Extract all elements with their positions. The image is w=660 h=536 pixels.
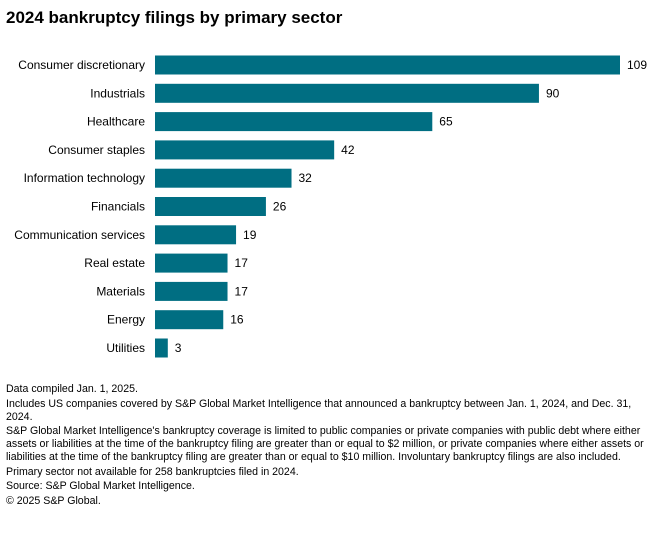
- category-label: Materials: [96, 284, 145, 298]
- chart-notes: Data compiled Jan. 1, 2025. Includes US …: [6, 383, 656, 509]
- category-label: Consumer discretionary: [18, 58, 145, 72]
- value-label: 17: [235, 284, 249, 298]
- value-label: 26: [273, 200, 287, 214]
- bar-healthcare: [155, 112, 433, 132]
- bar-materials: [155, 281, 228, 301]
- value-label: 65: [439, 115, 453, 129]
- category-label: Utilities: [106, 341, 145, 355]
- value-label: 3: [175, 341, 182, 355]
- note-compiled: Data compiled Jan. 1, 2025.: [6, 383, 138, 395]
- value-label: 19: [243, 228, 257, 242]
- bar-chart: Consumer discretionary 109 Industrials 90 He…: [14, 55, 647, 358]
- value-label: 42: [341, 143, 355, 157]
- category-label: Communication services: [14, 228, 145, 242]
- bar-industrials: [155, 83, 539, 103]
- bar-consumer-discretionary: [155, 55, 620, 75]
- note-copyright: © 2025 S&P Global.: [6, 494, 101, 507]
- category-label: Real estate: [84, 256, 145, 270]
- note-scope: Includes US companies covered by S&P Glo…: [6, 397, 632, 423]
- bar-information-technology: [155, 168, 292, 188]
- bar-consumer-staples: [155, 140, 335, 160]
- value-label: 109: [627, 58, 647, 72]
- category-label: Energy: [107, 313, 145, 327]
- note-missing-sector: Primary sector not available for 258 ban…: [6, 465, 299, 478]
- category-label: Industrials: [90, 86, 145, 100]
- bar-utilities: [155, 338, 168, 358]
- bar-real-estate: [155, 253, 228, 273]
- category-label: Healthcare: [87, 115, 145, 129]
- chart-title: 2024 bankruptcy filings by primary secto…: [6, 8, 343, 27]
- bar-financials: [155, 197, 266, 216]
- bar-communication-services: [155, 225, 237, 245]
- value-label: 17: [235, 256, 249, 270]
- note-source: Source: S&P Global Market Intelligence.: [6, 480, 195, 492]
- bar-energy: [155, 310, 224, 330]
- value-label: 16: [230, 313, 244, 327]
- value-label: 90: [546, 86, 560, 100]
- category-label: Consumer staples: [48, 143, 145, 157]
- category-label: Information technology: [24, 171, 145, 185]
- value-label: 32: [299, 171, 313, 185]
- note-coverage: S&P Global Market Intelligence's bankrup…: [6, 425, 644, 463]
- category-label: Financials: [91, 200, 145, 214]
